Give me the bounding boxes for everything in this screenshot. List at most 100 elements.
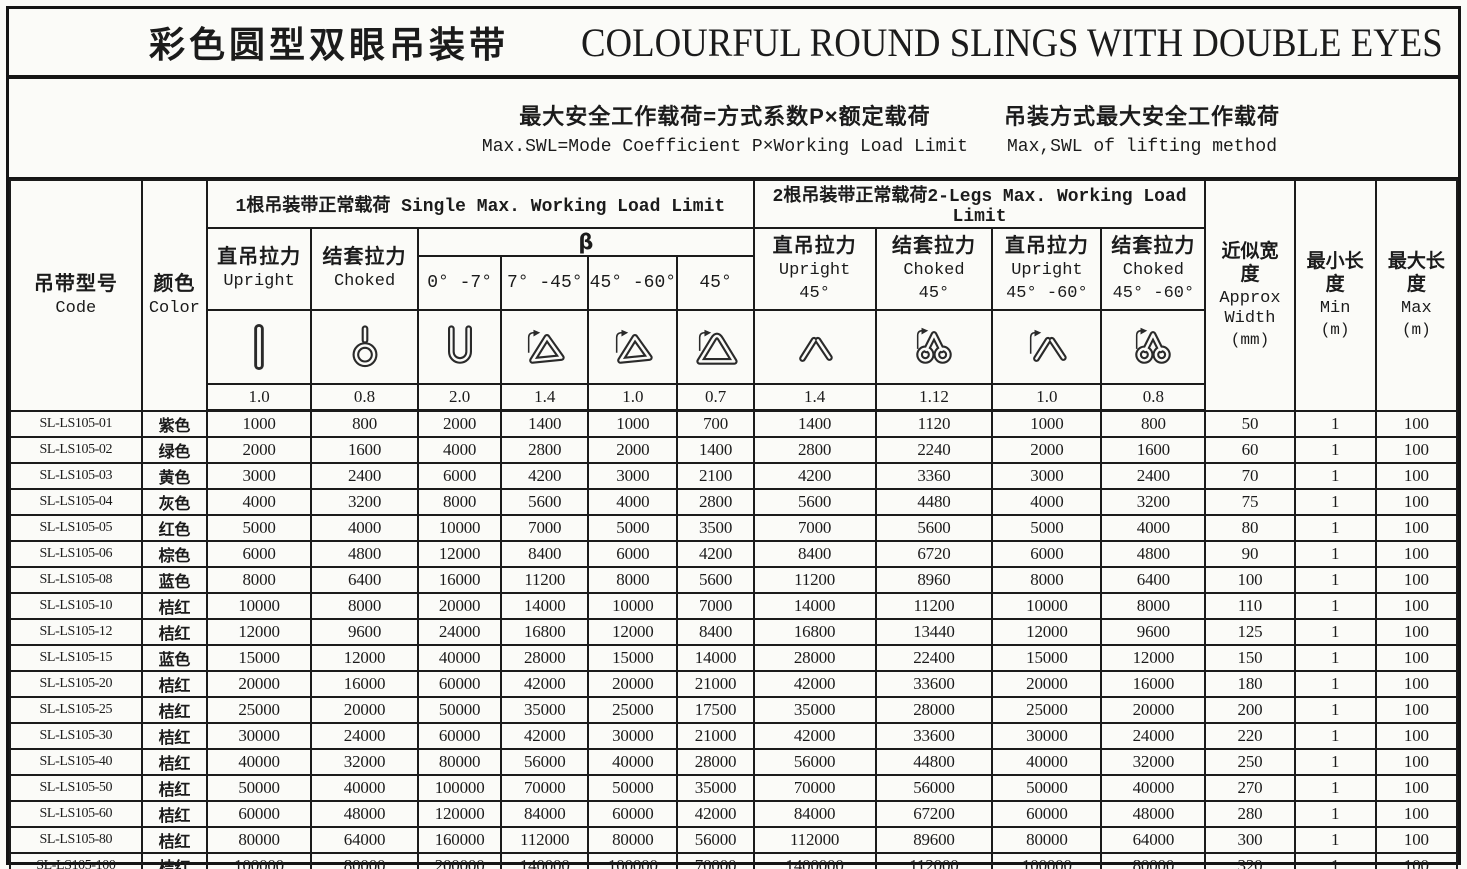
table-row: SL-LS105-10 桔红 10000 8000 20000 14000 10000 700… (9, 591, 1459, 620)
table-row: SL-LS105-50 桔红 50000 40000 100000 70000 50000 3… (9, 773, 1459, 802)
cell-color: 桔红 (140, 695, 209, 724)
cell-legs-choked-45: 112000 (874, 851, 994, 869)
cell-beta-45: 2100 (676, 461, 755, 490)
cell-single-upright: 5000 (206, 513, 313, 542)
choked-sling-pictogram (352, 325, 378, 368)
cell-min-length-m: 1 (1293, 721, 1377, 750)
cell-min-length-m: 1 (1293, 513, 1377, 542)
cell-beta-7-45: 42000 (500, 669, 590, 698)
cell-legs-upright-45-60: 4000 (991, 487, 1103, 516)
cell-color: 蓝色 (140, 565, 209, 594)
cell-legs-upright-45: 1400000 (752, 851, 877, 869)
header-single-upright-en: Upright (223, 272, 295, 292)
cell-color: 桔红 (140, 617, 209, 646)
coefficient-legs-upright-45: 1.4 (752, 383, 877, 412)
cell-single-upright: 15000 (206, 643, 313, 672)
cell-single-choked: 24000 (310, 721, 420, 750)
cell-legs-choked-45: 44800 (874, 747, 994, 776)
header-angle-45: 45° (676, 255, 755, 311)
cell-legs-choked-45: 2240 (874, 435, 994, 464)
header-max-length-en: Max (1401, 298, 1432, 318)
cell-legs-choked-45-60: 8000 (1100, 591, 1207, 620)
cell-beta-45: 14000 (676, 643, 755, 672)
header-max-length: 最大长度 Max (m) (1374, 179, 1459, 412)
cell-beta-0-7: 200000 (417, 851, 503, 869)
cell-color: 桔红 (140, 669, 209, 698)
cell-legs-upright-45: 56000 (752, 747, 877, 776)
cell-approx-width-mm: 100 (1204, 565, 1296, 594)
cell-legs-upright-45-60: 6000 (991, 539, 1103, 568)
cell-beta-0-7: 8000 (417, 487, 503, 516)
cell-beta-7-45: 112000 (500, 825, 590, 854)
two-leg-straight-45-60-icon (991, 309, 1103, 385)
cell-max-length-m: 100 (1374, 695, 1459, 724)
header-approx-width-en: Approx Width (1219, 288, 1281, 329)
cell-beta-45: 1400 (676, 435, 755, 464)
cell-legs-upright-45: 4200 (752, 461, 877, 490)
cell-legs-upright-45-60: 20000 (991, 669, 1103, 698)
cell-single-upright: 20000 (206, 669, 313, 698)
cell-code: SL-LS105-15 (9, 643, 143, 672)
cell-min-length-m: 1 (1293, 851, 1377, 869)
table-row: SL-LS105-08 蓝色 8000 6400 16000 11200 8000 5600 1… (9, 565, 1459, 594)
header-single-upright-zh: 直吊拉力 (217, 246, 302, 269)
table-row: SL-LS105-05 红色 5000 4000 10000 7000 5000 3500 70… (9, 513, 1459, 542)
table-row: SL-LS105-40 桔红 40000 32000 80000 56000 40000 28… (9, 747, 1459, 776)
cell-single-choked: 1600 (310, 435, 420, 464)
cell-legs-upright-45: 7000 (752, 513, 877, 542)
cell-max-length-m: 100 (1374, 773, 1459, 802)
cell-code: SL-LS105-01 (9, 409, 143, 438)
cell-min-length-m: 1 (1293, 825, 1377, 854)
straight-sling-icon (206, 309, 313, 385)
cell-beta-7-45: 28000 (500, 643, 590, 672)
cell-beta-45-60: 6000 (587, 539, 679, 568)
cell-approx-width-mm: 300 (1204, 825, 1296, 854)
cell-color: 桔红 (140, 721, 209, 750)
cell-legs-upright-45: 11200 (752, 565, 877, 594)
cell-beta-0-7: 20000 (417, 591, 503, 620)
cell-beta-0-7: 60000 (417, 721, 503, 750)
formula-right-zh: 吊装方式最大安全工作载荷 (1003, 104, 1280, 129)
cell-beta-7-45: 56000 (500, 747, 590, 776)
coefficient-7-45: 1.4 (500, 383, 590, 412)
cell-max-length-m: 100 (1374, 513, 1459, 542)
cell-legs-choked-45-60: 48000 (1100, 799, 1207, 828)
cell-max-length-m: 100 (1374, 669, 1459, 698)
cell-color: 桔红 (140, 773, 209, 802)
cell-legs-choked-45-60: 800 (1100, 409, 1207, 438)
header-min-length-en: Min (1319, 298, 1351, 318)
cell-code: SL-LS105-25 (9, 695, 143, 724)
header-min-length: 最小长度 Min (m) (1293, 179, 1377, 412)
cell-approx-width-mm: 270 (1204, 773, 1296, 802)
header-legs-choked-45-angle: 45° (918, 283, 950, 303)
cell-single-choked: 80000 (310, 851, 420, 869)
cell-legs-upright-45-60: 15000 (991, 643, 1103, 672)
cell-code: SL-LS105-30 (9, 721, 143, 750)
cell-single-upright: 12000 (206, 617, 313, 646)
cell-legs-choked-45: 67200 (874, 799, 994, 828)
cell-legs-upright-45-60: 100000 (991, 851, 1103, 869)
cell-beta-7-45: 14000 (500, 591, 590, 620)
cell-legs-choked-45: 33600 (874, 721, 994, 750)
cell-legs-upright-45: 16800 (752, 617, 877, 646)
formula-section: 最大安全工作载荷=方式系数P×额定载荷 Max.SWL=Mode Coeffic… (9, 79, 1458, 179)
cell-legs-upright-45: 5600 (752, 487, 877, 516)
header-color: 颜色 Color (140, 179, 209, 412)
header-legs-upright-45: 直吊拉力 Upright 45° (752, 227, 877, 311)
cell-beta-45: 42000 (676, 799, 755, 828)
choked-sling-icon (310, 309, 420, 385)
cell-beta-45: 3500 (676, 513, 755, 542)
cell-max-length-m: 100 (1374, 721, 1459, 750)
header-legs-group: 2根吊装带正常载荷2-Legs Max. Working Load Limit (752, 179, 1207, 229)
cell-beta-45-60: 1000 (587, 409, 679, 438)
cell-beta-45-60: 25000 (587, 695, 679, 724)
cell-max-length-m: 100 (1374, 643, 1459, 672)
header-min-length-zh: 最小长度 (1306, 251, 1364, 296)
cell-legs-upright-45-60: 80000 (991, 825, 1103, 854)
cell-code: SL-LS105-08 (9, 565, 143, 594)
cell-legs-upright-45-60: 10000 (991, 591, 1103, 620)
cell-single-upright: 2000 (206, 435, 313, 464)
straight-sling-pictogram (254, 323, 264, 371)
cell-min-length-m: 1 (1293, 747, 1377, 776)
cell-code: SL-LS105-100 (9, 851, 143, 869)
